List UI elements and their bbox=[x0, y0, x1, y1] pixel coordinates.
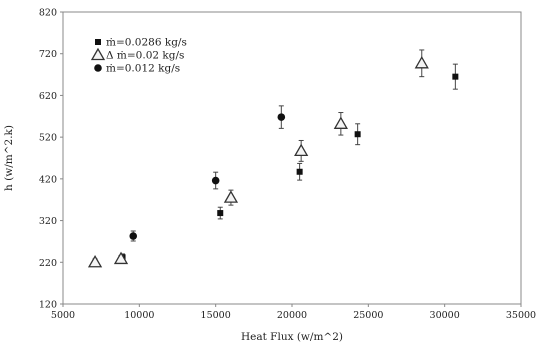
legend-entry: ṁ=0.012 kg/s bbox=[106, 63, 180, 75]
x-tick-label: 35000 bbox=[506, 310, 536, 321]
data-marks bbox=[87, 49, 459, 268]
y-tick-label: 820 bbox=[39, 8, 57, 19]
legend-entry: Δ ṁ=0.02 kg/s bbox=[106, 50, 184, 62]
y-tick-label: 520 bbox=[39, 133, 57, 144]
legend-entry: ṁ=0.0286 kg/s bbox=[106, 37, 187, 49]
data-point-square bbox=[452, 73, 459, 80]
legend: ṁ=0.0286 kg/sΔ ṁ=0.02 kg/sṁ=0.012 kg/s bbox=[90, 37, 187, 75]
x-tick-label: 5000 bbox=[51, 310, 75, 321]
data-point-triangle bbox=[294, 143, 309, 157]
y-tick-label: 220 bbox=[39, 258, 57, 269]
x-tick-label: 15000 bbox=[201, 310, 231, 321]
data-point-triangle bbox=[333, 116, 348, 129]
data-point-triangle bbox=[113, 251, 129, 265]
x-tick-label: 25000 bbox=[353, 310, 383, 321]
x-tick-label: 30000 bbox=[430, 310, 460, 321]
data-point-square bbox=[217, 210, 224, 217]
legend-marker-square bbox=[95, 39, 101, 45]
y-tick-label: 320 bbox=[39, 216, 57, 227]
y-tick-label: 620 bbox=[39, 91, 57, 102]
data-point-triangle bbox=[414, 55, 429, 69]
data-point-triangle bbox=[87, 254, 103, 268]
tick-labels: 5000 10000 15000 20000 25000 30000 35000 120 220… bbox=[39, 8, 536, 322]
y-tick-label: 120 bbox=[39, 300, 57, 311]
x-axis-label: Heat Flux (w/m^2) bbox=[241, 331, 343, 343]
data-point-triangle bbox=[223, 190, 239, 203]
data-point-square bbox=[296, 168, 303, 175]
x-tick-label: 20000 bbox=[277, 310, 307, 321]
data-point-square bbox=[354, 131, 361, 138]
plot-area bbox=[62, 11, 522, 305]
data-point-circle bbox=[129, 232, 138, 240]
y-tick-label: 420 bbox=[39, 174, 57, 185]
y-axis-label: h (w/m^2.k) bbox=[3, 125, 15, 191]
data-point-circle bbox=[211, 176, 220, 185]
legend-marker-triangle bbox=[90, 47, 106, 61]
y-tick-label: 720 bbox=[39, 49, 57, 60]
legend-marker-circle bbox=[94, 64, 102, 72]
data-point-circle bbox=[277, 113, 286, 121]
x-tick-label: 10000 bbox=[124, 310, 154, 321]
